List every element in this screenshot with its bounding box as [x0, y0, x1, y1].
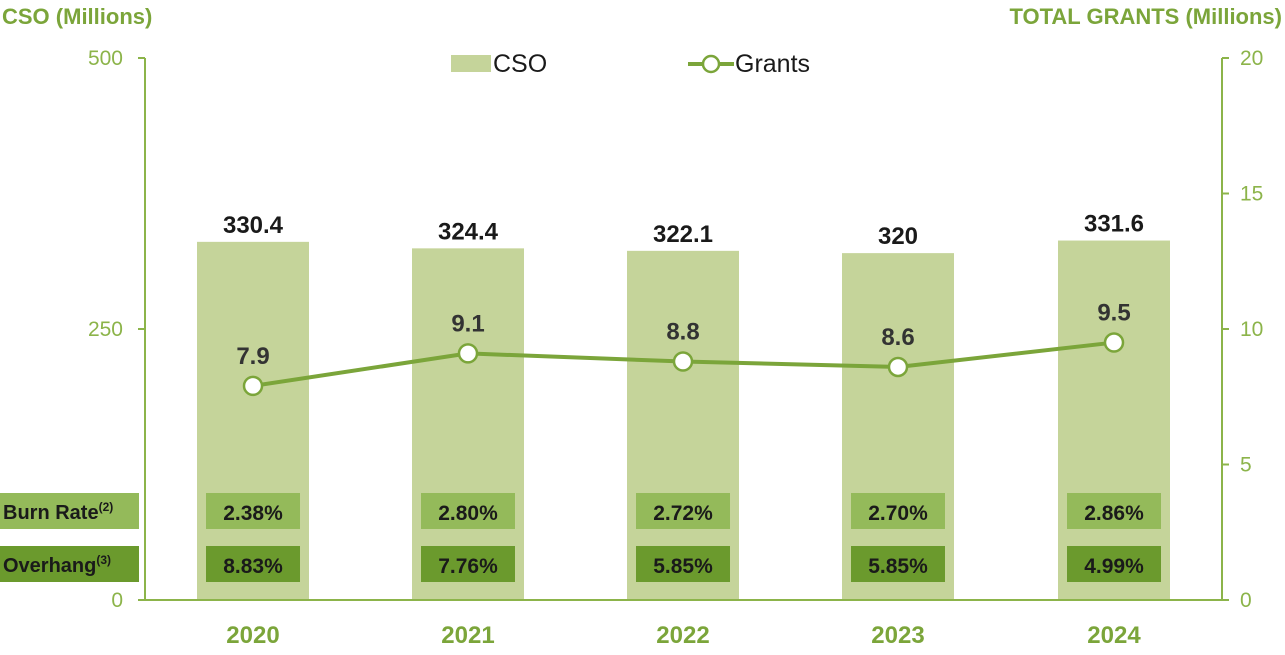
- burn-rate-value-box: [1067, 493, 1161, 529]
- right-axis-tick-label: 5: [1240, 454, 1252, 477]
- x-axis-tick-label: 2023: [871, 622, 924, 649]
- overhang-value-box: [421, 546, 515, 582]
- burn-rate-row-label: Burn Rate(2): [3, 500, 113, 524]
- legend-grants-marker: [701, 54, 721, 74]
- overhang-value: 7.76%: [438, 555, 498, 578]
- burn-rate-value-box: [851, 493, 945, 529]
- burn-rate-row-label-box: [0, 493, 139, 529]
- grants-point-2023: [887, 356, 909, 378]
- overhang-value-box: [206, 546, 300, 582]
- overhang-row-label-box: [0, 546, 139, 582]
- overhang-value-box: [1067, 546, 1161, 582]
- grants-point-2024: [1103, 332, 1125, 353]
- grants-point-2021: [457, 343, 479, 364]
- grants-value-label: 9.1: [451, 310, 484, 337]
- bar-value-label: 324.4: [438, 218, 499, 245]
- bar-cso-2022: [627, 250, 739, 600]
- burn-rate-value-box: [636, 493, 730, 529]
- burn-rate-value-box: [206, 493, 300, 529]
- overhang-value: 5.85%: [868, 555, 928, 578]
- bar-value-label: 322.1: [653, 221, 713, 248]
- right-axis-tick-label: 20: [1240, 47, 1263, 70]
- grants-value-label: 8.8: [666, 319, 699, 346]
- x-axis-tick-label: 2020: [226, 622, 279, 649]
- bar-value-label: 320: [878, 223, 918, 250]
- left-axis-tick-label: 500: [88, 47, 123, 70]
- overhang-row-label: Overhang(3): [3, 553, 111, 577]
- right-axis-tick-label: 15: [1240, 183, 1263, 206]
- legend-cso-swatch: [451, 55, 491, 72]
- grants-value-label: 9.5: [1097, 300, 1130, 327]
- grants-value-label: 7.9: [236, 343, 269, 370]
- burn-rate-value: 2.72%: [653, 502, 713, 525]
- right-axis-tick-label: 0: [1240, 589, 1252, 612]
- legend-grants-label: Grants: [735, 50, 810, 78]
- overhang-value-box: [636, 546, 730, 582]
- right-axis-title: TOTAL GRANTS (Millions): [1009, 4, 1282, 29]
- grants-point-2020: [242, 375, 264, 397]
- right-axis-tick-label: 10: [1240, 318, 1263, 341]
- legend: CSO Grants: [451, 50, 810, 78]
- bar-cso-2021: [412, 248, 524, 600]
- x-axis-tick-label: 2024: [1087, 622, 1141, 649]
- bar-cso-2024: [1058, 240, 1170, 600]
- burn-rate-value: 2.80%: [438, 502, 498, 525]
- x-axis-tick-label: 2021: [441, 622, 494, 649]
- left-axis-title: CSO (Millions): [2, 4, 152, 29]
- x-axis-tick-label: 2022: [656, 622, 709, 649]
- overhang-value: 4.99%: [1084, 555, 1144, 578]
- bar-cso-2023: [842, 253, 954, 600]
- left-axis-tick-label: 0: [111, 589, 123, 612]
- bar-value-label: 331.6: [1084, 211, 1144, 238]
- burn-rate-value: 2.86%: [1084, 502, 1144, 525]
- overhang-value-box: [851, 546, 945, 582]
- left-axis-tick-label: 250: [88, 318, 123, 341]
- bar-cso-2020: [197, 241, 309, 600]
- overhang-value: 5.85%: [653, 555, 713, 578]
- burn-rate-value-box: [421, 493, 515, 529]
- grants-point-2022: [672, 351, 694, 372]
- legend-cso-label: CSO: [493, 50, 547, 78]
- burn-rate-value: 2.38%: [223, 502, 283, 525]
- burn-rate-value: 2.70%: [868, 502, 928, 525]
- bar-value-label: 330.4: [223, 212, 284, 239]
- grants-value-label: 8.6: [881, 324, 914, 351]
- overhang-value: 8.83%: [223, 555, 283, 578]
